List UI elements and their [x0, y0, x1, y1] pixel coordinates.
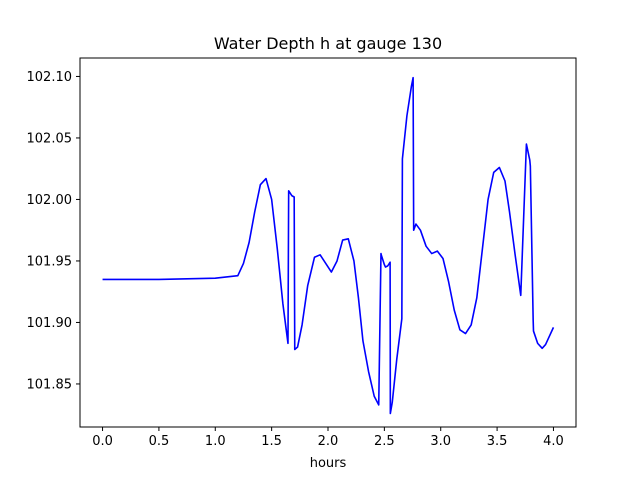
x-tick-label: 2.5: [374, 434, 395, 449]
y-tick-label: 101.90: [27, 316, 73, 331]
y-tick-label: 102.00: [27, 193, 73, 208]
y-tick-label: 102.05: [27, 131, 73, 146]
chart-title: Water Depth h at gauge 130: [214, 34, 442, 53]
axes-frame: [79, 57, 577, 428]
y-tick-label: 102.10: [27, 70, 73, 85]
x-tick-label: 1.5: [261, 434, 282, 449]
x-tick-label: 0.0: [92, 434, 113, 449]
series-line-0: [102, 76, 555, 415]
x-tick-label: 4.0: [543, 434, 564, 449]
x-tick-label: 0.5: [149, 434, 170, 449]
y-tick-label: 101.85: [27, 377, 73, 392]
y-tick-label: 101.95: [27, 254, 73, 269]
plot-area: [79, 57, 577, 428]
x-tick-label: 2.0: [318, 434, 339, 449]
x-tick-label: 3.5: [487, 434, 508, 449]
y-axis-ticks: 101.85 101.90 101.95 102.00 102.05 102.10: [27, 70, 80, 392]
x-axis-ticks: 0.0 0.5 1.0 1.5 2.0 2.5 3.0 3.5 4.0: [92, 427, 564, 449]
x-tick-label: 3.0: [430, 434, 451, 449]
x-axis-label: hours: [310, 456, 347, 471]
x-tick-label: 1.0: [205, 434, 226, 449]
